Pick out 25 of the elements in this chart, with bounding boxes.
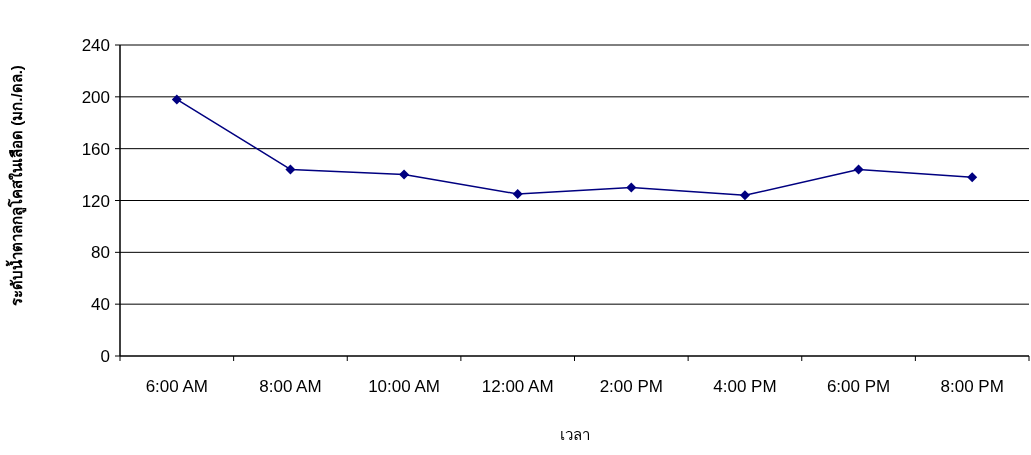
point xyxy=(739,190,750,201)
x-axis-title: เวลา xyxy=(559,426,590,443)
point xyxy=(512,189,523,200)
y-tick-label: 80 xyxy=(91,243,110,263)
y-tick-label: 0 xyxy=(100,347,110,366)
y-axis-title: ระดับน้ำตาลกลูโคสในเลือด (มก./ดล.) xyxy=(5,65,27,306)
y-tick-label: 240 xyxy=(81,36,110,55)
point xyxy=(853,164,864,175)
x-tick-label: 6:00 AM xyxy=(145,377,208,396)
point xyxy=(285,164,296,175)
y-tick-label: 200 xyxy=(81,87,110,107)
x-tick-label: 6:00 PM xyxy=(826,377,891,396)
point xyxy=(967,172,978,183)
x-tick-label: 4:00 PM xyxy=(713,377,777,396)
y-tick-label: 120 xyxy=(81,191,110,211)
x-tick-label: 8:00 AM xyxy=(259,377,322,396)
y-tick-label: 40 xyxy=(91,295,110,315)
point xyxy=(171,94,182,105)
point xyxy=(626,182,637,193)
y-tick-label: 160 xyxy=(81,139,110,159)
x-tick-label: 2:00 PM xyxy=(599,377,663,396)
point xyxy=(399,169,410,180)
x-tick-label: 12:00 AM xyxy=(481,377,554,396)
x-tick-label: 8:00 PM xyxy=(940,377,1004,396)
x-tick-label: 10:00 AM xyxy=(368,377,440,396)
